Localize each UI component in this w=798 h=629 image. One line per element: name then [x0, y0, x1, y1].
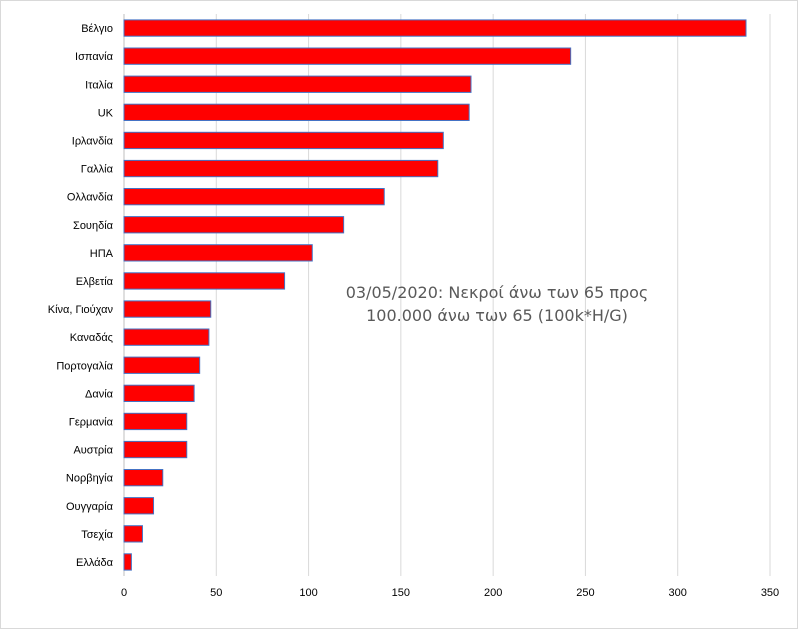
category-label: Τσεχία	[81, 529, 113, 541]
category-label: Δανία	[85, 388, 114, 400]
bar-2	[123, 75, 472, 93]
bar-9	[123, 272, 286, 290]
bar-19	[123, 553, 132, 571]
bar-12	[123, 356, 201, 374]
bar-10	[123, 300, 212, 318]
category-label: Γαλλία	[81, 164, 114, 176]
x-tick-label: 200	[484, 587, 502, 599]
x-tick-label: 350	[761, 587, 779, 599]
x-tick-labels: 0 50 100 150 200 250 300 350	[121, 587, 779, 599]
category-label: Ελλάδα	[76, 557, 114, 569]
category-label: Ισπανία	[75, 51, 114, 63]
category-label: Πορτογαλία	[56, 360, 113, 372]
category-label: Κίνα, Γιούχαν	[48, 304, 114, 316]
x-tick-label: 150	[392, 587, 410, 599]
bar-8	[123, 244, 313, 262]
bar-7	[123, 216, 345, 234]
bar-15	[123, 440, 188, 459]
category-label: Ιταλία	[85, 79, 114, 91]
bar-13	[123, 384, 195, 402]
category-label: ΗΠΑ	[90, 248, 114, 260]
bar-6	[123, 188, 385, 206]
title-line-2: 100.000 άνω των 65 (100k*H/G)	[366, 306, 628, 325]
category-label: Σουηδία	[73, 220, 114, 232]
bar-4	[123, 131, 444, 150]
category-label: Ουγγαρία	[66, 501, 114, 513]
x-tick-label: 0	[121, 587, 127, 599]
category-labels: Βέλγιο Ισπανία Ιταλία UK Ιρλανδία Γαλλία Ολλαν…	[48, 23, 114, 569]
category-label: Νορβηγία	[66, 473, 114, 485]
bars	[123, 19, 747, 571]
category-label: Καναδάς	[70, 332, 113, 344]
category-label: UK	[98, 107, 114, 119]
title-line-1: 03/05/2020: Νεκροί άνω των 65 προς	[346, 283, 649, 302]
category-label: Αυστρία	[73, 445, 113, 457]
bar-0	[123, 19, 747, 37]
category-label: Γερμανία	[69, 416, 114, 428]
category-label: Ιρλανδία	[72, 135, 114, 147]
x-tick-label: 250	[576, 587, 594, 599]
bar-16	[123, 469, 164, 487]
x-tick-label: 300	[669, 587, 687, 599]
bar-17	[123, 497, 155, 515]
bar-14	[123, 412, 188, 431]
bar-18	[123, 525, 143, 543]
bar-5	[123, 159, 439, 178]
category-label: Ολλανδία	[67, 192, 114, 204]
chart-title: 03/05/2020: Νεκροί άνω των 65 προς 100.0…	[346, 283, 649, 325]
x-tick-label: 100	[299, 587, 317, 599]
category-label: Βέλγιο	[81, 23, 113, 35]
bar-1	[123, 47, 572, 65]
category-label: Ελβετία	[76, 276, 114, 288]
bar-3	[123, 103, 470, 121]
x-tick-label: 50	[210, 587, 222, 599]
bar-11	[123, 328, 210, 346]
